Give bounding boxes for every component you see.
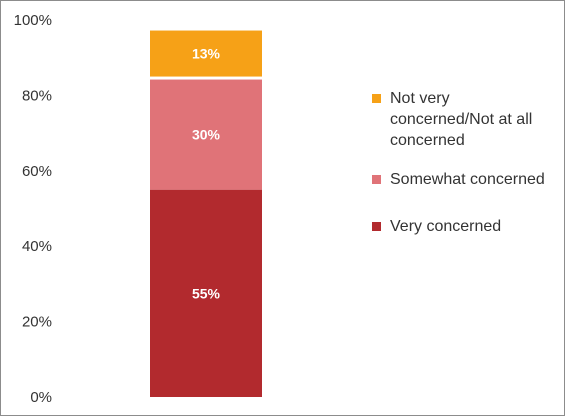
- y-tick-label: 100%: [14, 12, 52, 29]
- legend-item-very-concerned: Very concerned: [372, 216, 552, 237]
- y-axis-tick-labels: 0% 20% 40% 60% 80% 100%: [14, 12, 52, 406]
- legend-label-very-concerned: Very concerned: [390, 218, 502, 235]
- y-tick-label: 20%: [22, 314, 52, 331]
- bar-segment: [150, 30, 262, 77]
- bar-segment: [150, 189, 262, 397]
- legend-swatch-very-concerned: [372, 222, 381, 231]
- data-label: 30%: [192, 127, 221, 143]
- legend-label-not-very-concerned: Not very concerned/Not at all concerned: [390, 90, 533, 149]
- y-tick-label: 40%: [22, 238, 52, 255]
- y-tick-label: 0%: [30, 389, 52, 406]
- legend-label-somewhat-concerned: Somewhat concerned: [390, 171, 545, 188]
- legend-item-not-very-concerned: Not very concerned/Not at all concerned: [372, 88, 552, 151]
- y-tick-label: 60%: [22, 163, 52, 180]
- data-labels: 55% 30% 13%: [192, 46, 221, 302]
- data-label: 13%: [192, 46, 221, 62]
- bar-segment: [150, 79, 262, 190]
- chart-legend: Not very concerned/Not at all concerned …: [372, 88, 552, 237]
- stacked-bar: [150, 30, 262, 397]
- data-label: 55%: [192, 285, 221, 301]
- legend-swatch-not-very-concerned: [372, 94, 381, 103]
- legend-swatch-somewhat-concerned: [372, 175, 381, 184]
- legend-item-somewhat-concerned: Somewhat concerned: [372, 169, 552, 190]
- y-tick-label: 80%: [22, 87, 52, 104]
